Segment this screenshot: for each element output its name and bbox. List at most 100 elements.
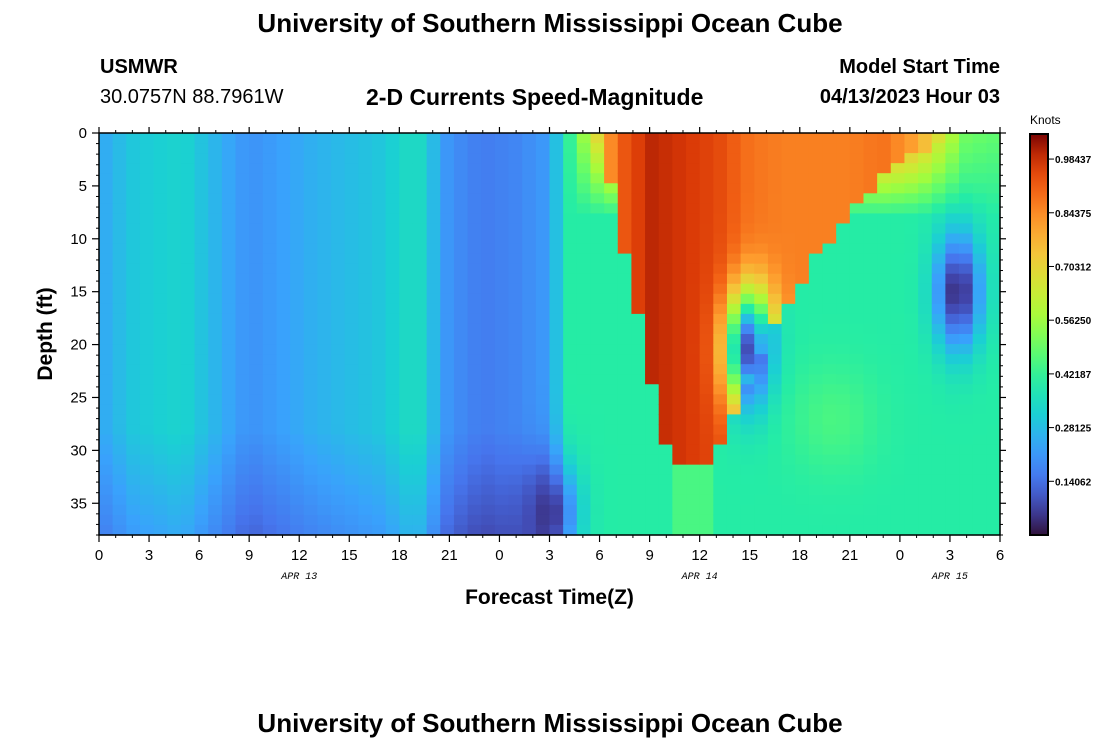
heatmap-cell <box>617 494 633 506</box>
heatmap-cell <box>672 404 687 415</box>
heatmap-cell <box>631 233 646 245</box>
heatmap-cell <box>658 494 673 506</box>
heatmap-cell <box>658 364 673 375</box>
heatmap-cell <box>713 384 728 395</box>
heatmap-cell <box>153 233 168 245</box>
heatmap-cell <box>139 293 155 305</box>
heatmap-cell <box>699 474 714 486</box>
heatmap-cell <box>167 173 182 184</box>
heatmap-cell <box>863 364 878 375</box>
heatmap-cell <box>808 313 824 325</box>
heatmap-cell <box>563 163 578 174</box>
heatmap-cell <box>617 444 633 456</box>
heatmap-cell <box>877 404 892 415</box>
heatmap-cell <box>249 484 264 496</box>
heatmap-cell <box>563 434 578 446</box>
heatmap-cell <box>399 303 414 315</box>
heatmap-cell <box>563 454 578 466</box>
heatmap-cell <box>658 233 673 245</box>
heatmap-cell <box>754 213 769 225</box>
heatmap-cell <box>317 334 332 345</box>
heatmap-cell <box>699 213 714 225</box>
heatmap-cell <box>453 454 469 466</box>
heatmap-cell <box>672 524 687 536</box>
heatmap-cell <box>986 334 1001 345</box>
heatmap-cell <box>877 474 892 486</box>
heatmap-cell <box>877 223 892 235</box>
heatmap-cell <box>99 384 114 395</box>
heatmap-cell <box>426 524 441 536</box>
heatmap-cell <box>522 464 537 476</box>
heatmap-cell <box>358 203 373 214</box>
heatmap-cell <box>699 223 714 235</box>
heatmap-cell <box>385 173 400 184</box>
heatmap-cell <box>385 283 400 295</box>
heatmap-cell <box>822 444 837 456</box>
heatmap-cell <box>303 474 319 486</box>
heatmap-cell <box>672 504 687 516</box>
heatmap-cell <box>863 464 878 476</box>
heatmap-cell <box>194 504 209 516</box>
heatmap-cell <box>344 303 359 315</box>
heatmap-cell <box>249 323 264 335</box>
heatmap-cell <box>412 313 428 325</box>
heatmap-cell <box>726 243 742 255</box>
heatmap-cell <box>658 394 673 405</box>
heatmap-cell <box>522 163 537 174</box>
heatmap-cell <box>112 133 127 144</box>
heatmap-cell <box>959 193 974 204</box>
x-tick-label: 12 <box>291 547 308 564</box>
heatmap-cell <box>194 494 209 506</box>
heatmap-cell <box>522 374 537 385</box>
heatmap-cell <box>877 364 892 375</box>
heatmap-cell <box>481 354 496 365</box>
y-tick-label: 5 <box>79 178 87 195</box>
heatmap-cell <box>781 173 796 184</box>
heatmap-cell <box>412 173 428 184</box>
heatmap-cell <box>153 173 168 184</box>
heatmap-cell <box>522 273 537 285</box>
heatmap-cell <box>631 153 646 164</box>
heatmap-cell <box>426 354 441 365</box>
heatmap-cell <box>331 464 346 476</box>
heatmap-cell <box>412 243 428 255</box>
heatmap-cell <box>563 494 578 506</box>
heatmap-cell <box>986 133 1001 144</box>
heatmap-cell <box>754 464 769 476</box>
heatmap-cell <box>576 193 592 204</box>
heatmap-cell <box>331 354 346 365</box>
heatmap-cell <box>194 323 209 335</box>
heatmap-cell <box>153 434 168 446</box>
heatmap-cell <box>617 183 633 194</box>
heatmap-cell <box>508 133 523 144</box>
heatmap-cell <box>317 253 332 265</box>
heatmap-cell <box>658 374 673 385</box>
heatmap-cell <box>945 364 960 375</box>
heatmap-cell <box>795 183 810 194</box>
heatmap-cell <box>194 183 209 194</box>
heatmap-cell <box>508 494 523 506</box>
heatmap-cell <box>522 283 537 295</box>
heatmap-cell <box>494 444 510 456</box>
heatmap-cell <box>467 334 482 345</box>
heatmap-cell <box>494 223 510 235</box>
heatmap-cell <box>890 153 906 164</box>
heatmap-cell <box>931 293 946 305</box>
heatmap-cell <box>180 504 196 516</box>
heatmap-cell <box>726 414 742 426</box>
model-start-value: 04/13/2023 Hour 03 <box>819 86 1000 108</box>
heatmap-cell <box>331 394 346 405</box>
heatmap-cell <box>863 444 878 456</box>
heatmap-cell <box>699 323 714 335</box>
heatmap-cell <box>931 243 946 255</box>
heatmap-cell <box>412 263 428 275</box>
heatmap-cell <box>686 404 701 415</box>
heatmap-cell <box>890 263 906 275</box>
heatmap-cell <box>740 494 755 506</box>
heatmap-cell <box>235 143 250 154</box>
heatmap-cell <box>194 223 209 235</box>
heatmap-cell <box>249 454 264 466</box>
colorbar: Knots 0.140620.281250.421870.562500.7031… <box>1029 113 1092 536</box>
heatmap-cell <box>180 384 196 395</box>
heatmap-cell <box>658 303 673 315</box>
